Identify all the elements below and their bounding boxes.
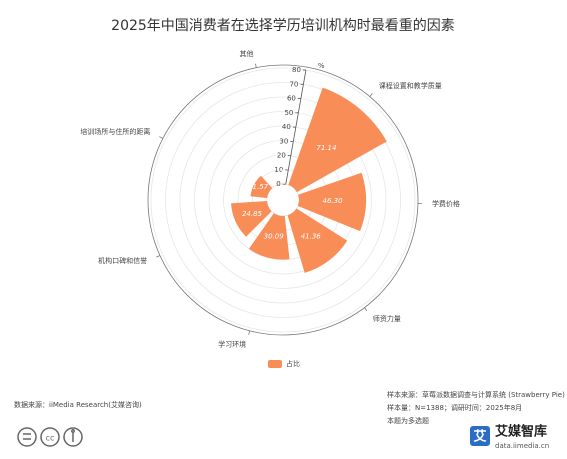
radial-tick-label: 0 xyxy=(276,180,280,188)
category-label: 师资力量 xyxy=(373,314,401,323)
radial-tick-label: 70 xyxy=(289,80,298,88)
category-label: 培训场所与住所的距离 xyxy=(80,127,150,136)
brand-logo xyxy=(470,426,490,446)
value-label: 0.15 xyxy=(270,169,286,177)
brand-name: 艾媒智库 xyxy=(495,424,547,440)
bar xyxy=(231,201,272,237)
category-label: 其他 xyxy=(240,49,254,58)
grid-circle xyxy=(194,111,372,289)
value-label: 41.36 xyxy=(301,233,322,241)
angle-tick xyxy=(369,93,373,97)
cc-icons: cc xyxy=(17,427,83,447)
radial-tick-label: 50 xyxy=(284,109,293,117)
angle-tick xyxy=(156,255,161,258)
note: 样本量：N=1388；调研时间：2025年8月 xyxy=(387,403,522,412)
category-label: 课程设置和教学质量 xyxy=(379,81,442,90)
value-label: 24.85 xyxy=(242,210,263,218)
note: 本题为多选题 xyxy=(387,416,429,425)
radial-tick-label: 60 xyxy=(287,95,296,103)
bar xyxy=(274,183,286,187)
bar xyxy=(250,175,273,199)
category-label: 学费价格 xyxy=(432,199,460,208)
value-label: 11.57 xyxy=(248,183,269,191)
grid-circle xyxy=(165,82,401,318)
value-label: 46.30 xyxy=(323,197,344,205)
radial-tick-label: 20 xyxy=(277,152,286,160)
radial-tick-label: 80 xyxy=(292,66,301,74)
legend-swatch xyxy=(268,360,282,368)
brand-url: data.iimedia.cn xyxy=(495,442,549,450)
grid-circle xyxy=(266,183,300,217)
brand-logo-mark: 艾 xyxy=(473,429,486,445)
angle-tick xyxy=(248,330,251,335)
bar xyxy=(297,172,367,232)
angle-tick xyxy=(364,307,368,312)
radial-unit: % xyxy=(318,62,325,70)
radial-tick-label: 40 xyxy=(282,123,291,131)
grid-circle xyxy=(179,96,387,304)
bar xyxy=(288,87,387,193)
svg-text:cc: cc xyxy=(46,434,55,443)
category-label: 学习环境 xyxy=(218,339,246,348)
radial-tick-label: 30 xyxy=(279,137,288,145)
legend-label: 占比 xyxy=(286,359,300,368)
value-label: 71.14 xyxy=(316,144,336,152)
outer-circle xyxy=(147,64,419,336)
bar xyxy=(287,208,348,273)
bar xyxy=(248,213,290,260)
value-label: 30.09 xyxy=(264,233,285,241)
chart-title: 2025年中国消费者在选择学历培训机构时最看重的因素 xyxy=(111,18,455,34)
radial-tick-label: 10 xyxy=(274,166,283,174)
note: 样本来源：草莓派数据调查与计算系统 (Strawberry Pie) xyxy=(387,390,565,399)
grid-circle xyxy=(150,67,416,333)
category-label: 机构口碑和信誉 xyxy=(98,256,147,265)
source: 数据来源：iiMedia Research(艾媒咨询) xyxy=(14,400,142,409)
angle-tick xyxy=(159,136,164,139)
angle-tick xyxy=(255,63,257,68)
